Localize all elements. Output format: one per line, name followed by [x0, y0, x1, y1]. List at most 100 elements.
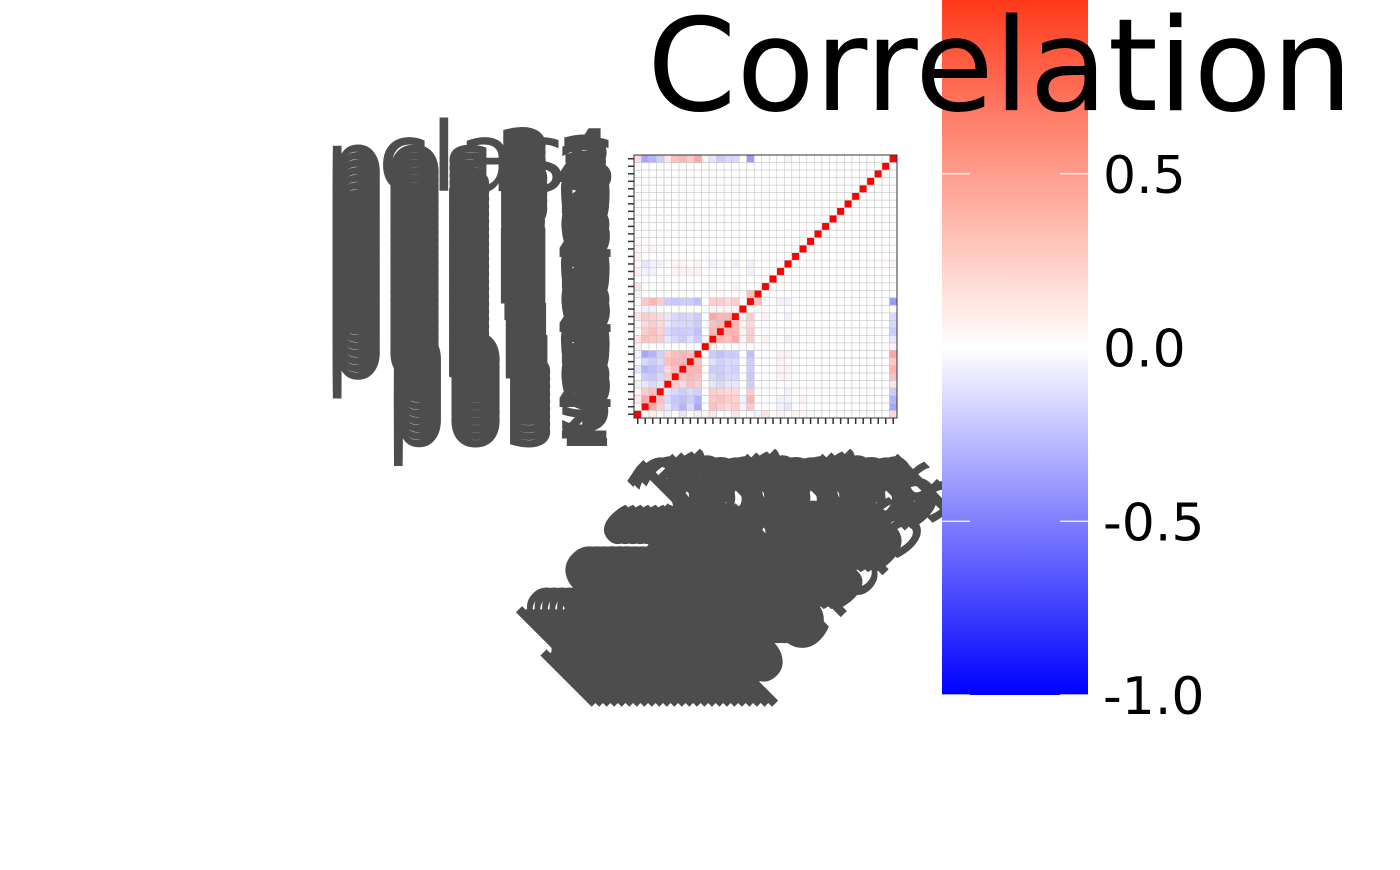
- heatmap-cell: [889, 184, 898, 193]
- heatmap-cell: [783, 177, 793, 186]
- heatmap-cell: [753, 372, 763, 381]
- heatmap-cell: [671, 335, 680, 344]
- heatmap-cell: [701, 297, 710, 306]
- heatmap-cell: [753, 365, 763, 374]
- heatmap-cell: [708, 350, 717, 359]
- heatmap-cell: [701, 365, 710, 374]
- heatmap-cell: [738, 304, 748, 314]
- heatmap-cell: [701, 214, 710, 223]
- heatmap-cell: [874, 207, 883, 216]
- heatmap-cell: [753, 304, 763, 314]
- heatmap-cell: [723, 252, 732, 261]
- heatmap-cell: [866, 327, 875, 336]
- y-tick-label: pos13: [324, 267, 616, 379]
- heatmap-cell: [768, 350, 778, 359]
- heatmap-cell: [859, 387, 868, 396]
- heatmap-cell: [851, 387, 860, 396]
- heatmap-cell: [881, 402, 890, 411]
- heatmap-cell: [776, 304, 785, 314]
- heatmap-cell: [776, 342, 785, 351]
- heatmap-cell: [874, 327, 883, 336]
- heatmap-cell: [851, 357, 860, 366]
- heatmap-cell: [836, 214, 845, 223]
- heatmap-cell: [723, 282, 732, 291]
- heatmap-cell: [791, 380, 800, 389]
- heatmap-cell: [633, 207, 642, 216]
- heatmap-cell: [761, 395, 770, 404]
- heatmap-cell: [693, 214, 702, 223]
- heatmap-cell: [881, 304, 890, 314]
- heatmap-cell: [791, 320, 800, 329]
- heatmap-cell: [799, 192, 808, 201]
- heatmap-cell: [633, 267, 642, 276]
- heatmap-cell: [761, 177, 770, 186]
- heatmap-cell: [656, 177, 665, 186]
- heatmap-cell: [814, 350, 823, 359]
- heatmap-cell: [874, 335, 883, 344]
- heatmap-cell: [663, 192, 672, 201]
- heatmap-cell: [814, 207, 823, 216]
- heatmap-cell: [731, 222, 740, 231]
- heatmap-cell: [791, 274, 800, 284]
- heatmap-cell: [753, 282, 763, 291]
- heatmap-cell: [791, 312, 800, 321]
- heatmap-cell: [693, 162, 702, 171]
- heatmap-cell: [768, 274, 778, 284]
- heatmap-cell: [708, 312, 717, 321]
- heatmap-cell: [821, 342, 830, 351]
- heatmap-cell: [738, 395, 748, 404]
- heatmap-cell: [814, 380, 823, 389]
- heatmap-cell: [881, 327, 890, 336]
- heatmap-cell: [708, 154, 717, 163]
- heatmap-cell: [738, 222, 748, 231]
- y-tick-label: pos12: [324, 275, 616, 387]
- heatmap-cell: [783, 387, 793, 396]
- heatmap-cell: [731, 282, 740, 291]
- heatmap-cell: [889, 162, 898, 171]
- heatmap-cell: [716, 372, 725, 381]
- colorbar-tick-label: 0.0: [1103, 320, 1186, 380]
- heatmap-cell: [889, 365, 898, 374]
- heatmap-cell: [806, 297, 815, 306]
- heatmap-cell: [746, 207, 755, 216]
- heatmap-cell: [641, 402, 650, 411]
- heatmap-cell: [814, 229, 823, 238]
- heatmap-cell: [723, 365, 732, 374]
- heatmap-cell: [723, 380, 732, 389]
- heatmap-cell: [746, 297, 755, 306]
- heatmap-cell: [829, 365, 838, 374]
- heatmap-cell: [874, 229, 883, 238]
- heatmap-cell: [656, 267, 665, 276]
- heatmap-cell: [821, 289, 830, 299]
- heatmap-cell: [829, 162, 838, 171]
- heatmap-cell: [716, 282, 725, 291]
- heatmap-cell: [851, 244, 860, 253]
- heatmap-cell: [791, 297, 800, 306]
- heatmap-cell: [761, 169, 770, 178]
- heatmap-cell: [859, 237, 868, 246]
- heatmap-cell: [753, 244, 763, 253]
- heatmap-cell: [723, 267, 732, 276]
- y-tick-label: pos29: [324, 147, 616, 259]
- heatmap-cell: [648, 154, 657, 163]
- heatmap-cell: [671, 395, 680, 404]
- heatmap-cell: [776, 357, 785, 366]
- heatmap-cell: [799, 267, 808, 276]
- heatmap-cell: [821, 282, 830, 291]
- heatmap-cell: [663, 289, 672, 299]
- heatmap-cell: [874, 244, 883, 253]
- heatmap-cell: [836, 320, 845, 329]
- heatmap-cell: [866, 320, 875, 329]
- heatmap-cell: [821, 207, 830, 216]
- heatmap-cell: [678, 350, 687, 359]
- heatmap-cell: [889, 199, 898, 208]
- heatmap-cell: [738, 267, 748, 276]
- heatmap-cell: [783, 320, 793, 329]
- heatmap-cell: [814, 184, 823, 193]
- heatmap-cell: [648, 402, 657, 411]
- heatmap-cell: [633, 274, 642, 284]
- heatmap-cell: [708, 169, 717, 178]
- heatmap-cell: [633, 214, 642, 223]
- heatmap-cell: [671, 237, 680, 246]
- heatmap-cell: [836, 169, 845, 178]
